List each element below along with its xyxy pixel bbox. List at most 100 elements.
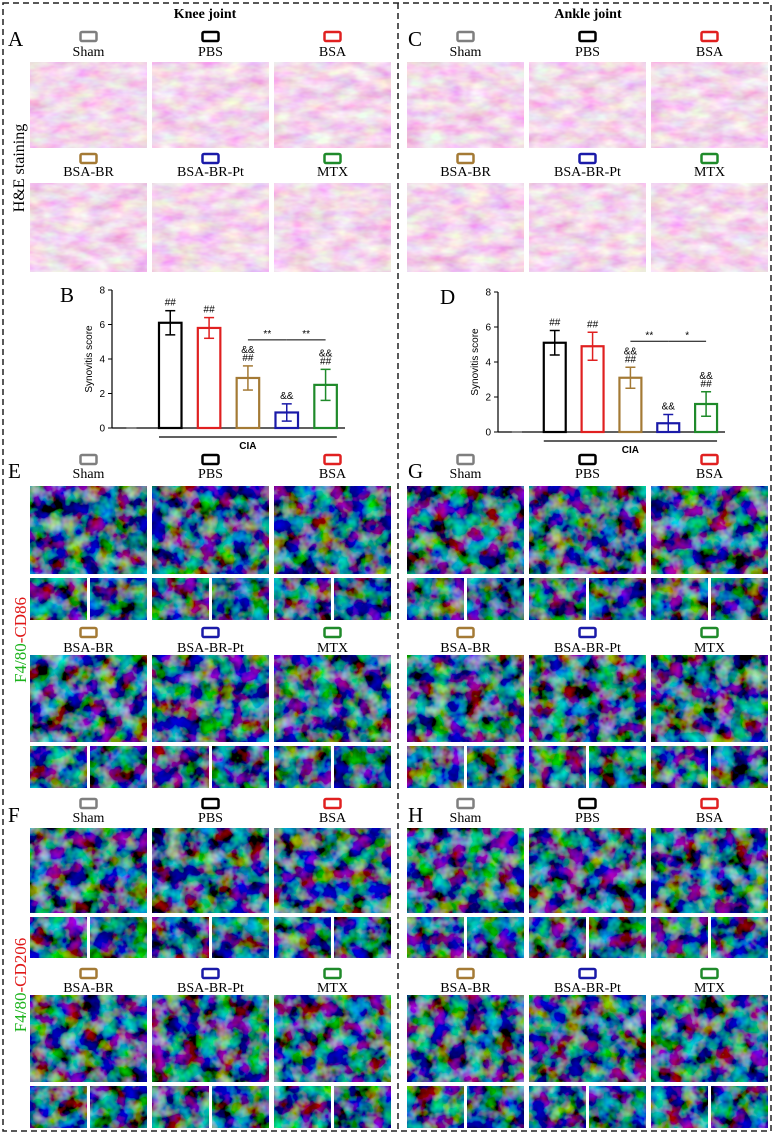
micrograph-inset	[274, 1086, 331, 1128]
micrograph	[651, 828, 768, 913]
micrograph-inset	[651, 746, 708, 788]
legend-icon	[201, 797, 220, 810]
panel-letter: E	[8, 459, 21, 483]
group-label: BSA-BR-Pt	[177, 641, 244, 656]
micrograph-inset	[711, 1086, 768, 1128]
micrograph	[407, 655, 524, 742]
y-tick-label: 2	[485, 393, 491, 404]
legend-icon	[578, 453, 597, 466]
micrograph	[152, 183, 269, 272]
group-label: BSA	[696, 467, 724, 482]
group-label: BSA-BR	[440, 981, 491, 996]
legend-icon	[201, 152, 220, 165]
group-label: PBS	[198, 45, 223, 60]
micrograph	[152, 995, 269, 1082]
micrograph	[651, 62, 768, 148]
micrograph-inset	[212, 917, 269, 958]
group-label: BSA-BR	[63, 981, 114, 996]
bar-annotation: &&	[699, 371, 713, 382]
micrograph-inset	[90, 917, 147, 958]
group-label: MTX	[317, 641, 348, 656]
micrograph-inset	[589, 746, 646, 788]
legend-icon	[79, 453, 98, 466]
micrograph-inset	[467, 917, 524, 958]
legend-icon	[323, 797, 342, 810]
bar-annotation: &&	[241, 345, 255, 356]
group-label: Sham	[73, 811, 105, 826]
significance-label: **	[302, 329, 310, 340]
legend-icon	[456, 626, 475, 639]
micrograph-inset	[274, 746, 331, 788]
group-label: BSA-BR-Pt	[554, 165, 621, 180]
micrograph-inset	[651, 1086, 708, 1128]
micrograph-inset	[334, 578, 391, 620]
panel-letter: A	[8, 27, 24, 51]
legend-icon	[79, 30, 98, 43]
group-label: PBS	[198, 467, 223, 482]
micrograph-inset	[711, 746, 768, 788]
micrograph	[407, 183, 524, 272]
group-label: BSA	[696, 811, 724, 826]
bar	[542, 341, 567, 434]
micrograph	[152, 486, 269, 574]
marker-label: -CD206	[11, 938, 30, 993]
legend-icon	[79, 797, 98, 810]
micrograph	[30, 62, 147, 148]
legend-icon	[700, 30, 719, 43]
micrograph-inset	[30, 1086, 87, 1128]
group-label: Sham	[450, 467, 482, 482]
group-label: BSA	[319, 45, 347, 60]
group-label: PBS	[575, 811, 600, 826]
panel-letter: B	[60, 283, 74, 307]
group-label: BSA-BR	[440, 641, 491, 656]
micrograph	[152, 655, 269, 742]
legend-icon	[578, 30, 597, 43]
bar-annotation: ##	[701, 379, 713, 390]
row-label: F4/80-CD206	[11, 938, 30, 1032]
bar-annotation: ##	[625, 354, 637, 365]
micrograph-inset	[274, 578, 331, 620]
micrograph-inset	[589, 578, 646, 620]
micrograph-inset	[711, 578, 768, 620]
legend-icon	[456, 152, 475, 165]
significance-label: **	[645, 330, 653, 341]
micrograph-inset	[212, 578, 269, 620]
legend-icon	[578, 797, 597, 810]
micrograph-inset	[152, 1086, 209, 1128]
legend-icon	[700, 453, 719, 466]
legend-icon	[700, 797, 719, 810]
micrograph-inset	[529, 917, 586, 958]
bar-annotation: ##	[587, 319, 599, 330]
micrograph-inset	[467, 1086, 524, 1128]
group-label: CIA	[622, 445, 639, 456]
micrograph	[529, 486, 646, 574]
micrograph	[152, 62, 269, 148]
significance-label: **	[263, 329, 271, 340]
legend-icon	[201, 30, 220, 43]
marker-label: -CD86	[11, 597, 30, 643]
legend-icon	[323, 152, 342, 165]
legend-icon	[456, 453, 475, 466]
micrograph-inset	[589, 917, 646, 958]
micrograph-inset	[407, 917, 464, 958]
micrograph	[651, 995, 768, 1082]
micrograph	[651, 655, 768, 742]
micrograph-inset	[711, 917, 768, 958]
micrograph-inset	[407, 746, 464, 788]
micrograph	[407, 486, 524, 574]
micrograph	[152, 828, 269, 913]
group-label: MTX	[694, 165, 725, 180]
legend-icon	[456, 967, 475, 980]
micrograph	[529, 828, 646, 913]
legend-icon	[578, 967, 597, 980]
legend-icon	[456, 30, 475, 43]
micrograph	[651, 183, 768, 272]
group-label: BSA-BR-Pt	[554, 641, 621, 656]
micrograph-inset	[274, 917, 331, 958]
micrograph-inset	[407, 578, 464, 620]
group-label: Sham	[73, 45, 105, 60]
y-tick-label: 8	[99, 286, 105, 297]
panel-letter: C	[408, 27, 422, 51]
bar-annotation: ##	[165, 298, 177, 309]
legend-icon	[323, 30, 342, 43]
